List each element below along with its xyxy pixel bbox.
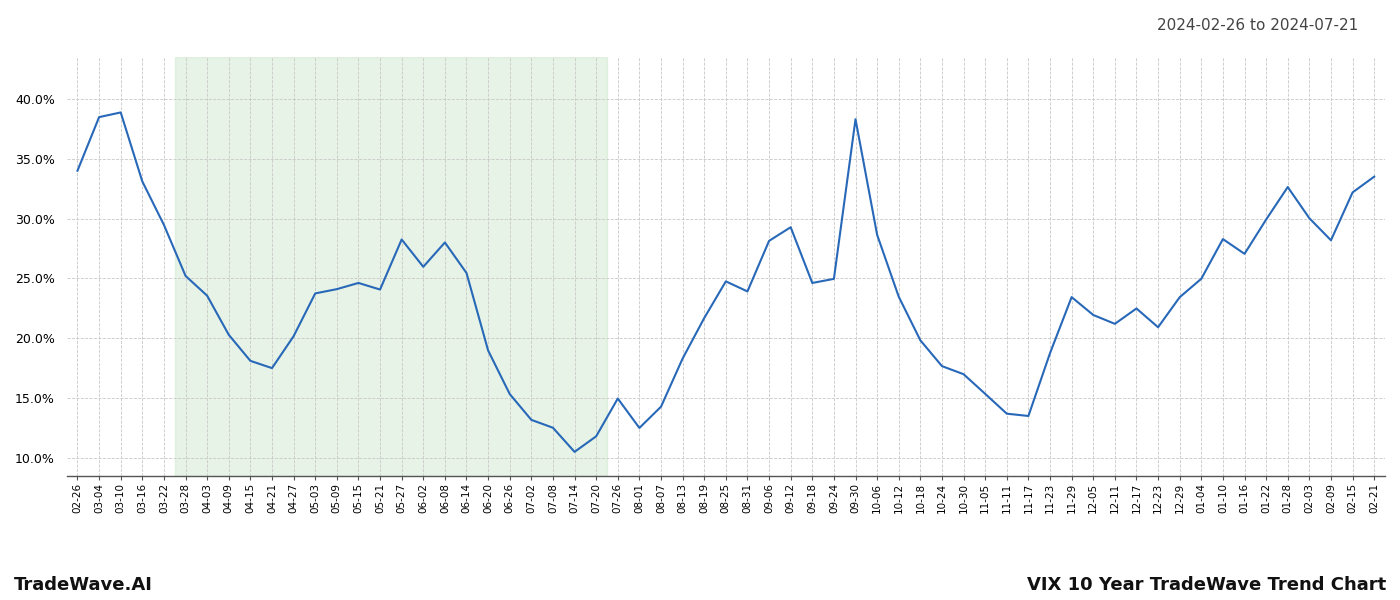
Bar	[175, 57, 608, 476]
Text: VIX 10 Year TradeWave Trend Chart: VIX 10 Year TradeWave Trend Chart	[1026, 576, 1386, 594]
Text: TradeWave.AI: TradeWave.AI	[14, 576, 153, 594]
Text: 2024-02-26 to 2024-07-21: 2024-02-26 to 2024-07-21	[1156, 18, 1358, 33]
